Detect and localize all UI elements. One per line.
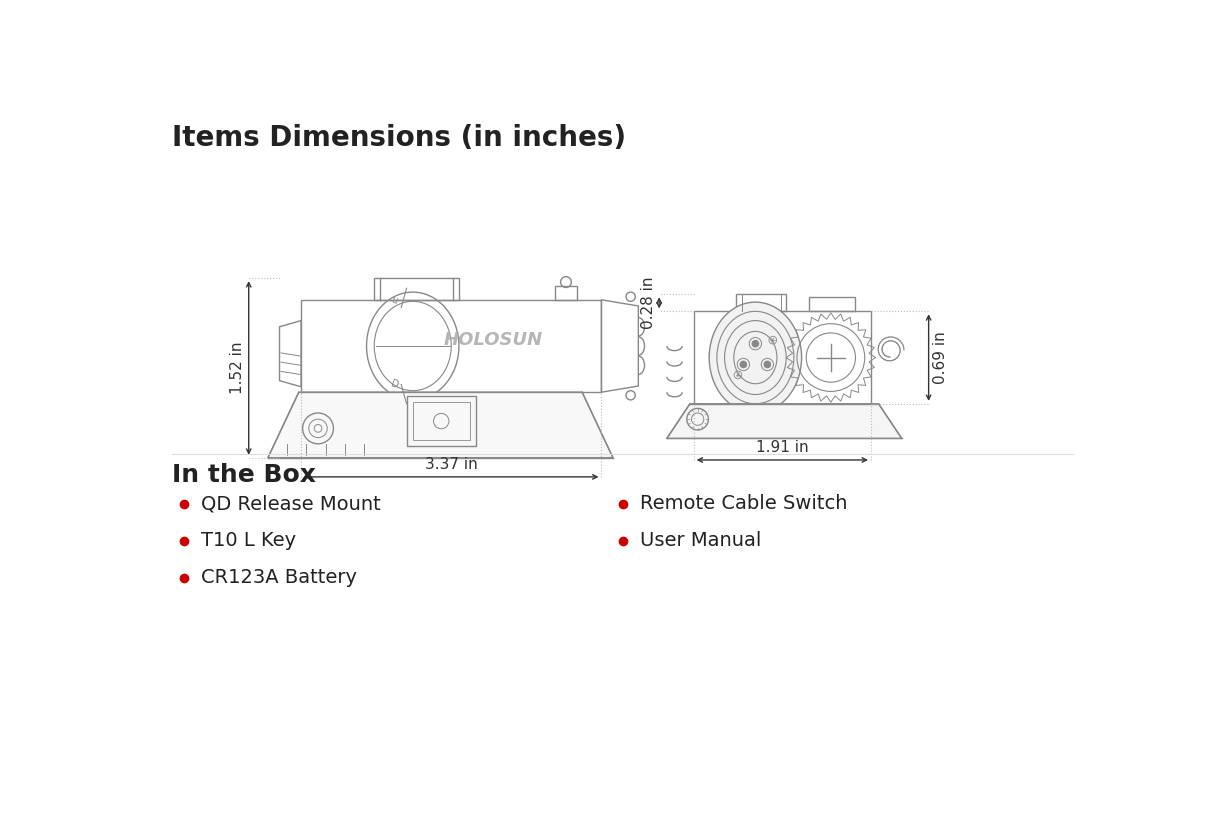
- Bar: [736, 295, 787, 311]
- Bar: [374, 278, 459, 300]
- Text: 1.91 in: 1.91 in: [756, 441, 809, 456]
- Circle shape: [739, 360, 748, 369]
- Text: 0.69 in: 0.69 in: [934, 331, 948, 384]
- Polygon shape: [268, 393, 613, 457]
- Text: Remote Cable Switch: Remote Cable Switch: [640, 495, 847, 513]
- Bar: [407, 396, 476, 446]
- Ellipse shape: [709, 302, 801, 413]
- Bar: [693, 311, 870, 403]
- Circle shape: [751, 339, 759, 348]
- Text: 3.37 in: 3.37 in: [425, 457, 477, 472]
- Polygon shape: [666, 403, 902, 438]
- Bar: [301, 300, 601, 393]
- Text: CR123A Battery: CR123A Battery: [202, 569, 357, 588]
- Bar: [413, 403, 470, 440]
- Text: Items Dimensions (in inches): Items Dimensions (in inches): [171, 124, 626, 152]
- Text: D: D: [390, 378, 401, 390]
- Text: In the Box: In the Box: [171, 463, 316, 487]
- Bar: [810, 297, 856, 311]
- Bar: [555, 286, 577, 300]
- Text: QD Release Mount: QD Release Mount: [202, 495, 381, 513]
- Text: 0.28 in: 0.28 in: [641, 276, 656, 330]
- Text: 1.52 in: 1.52 in: [231, 342, 245, 394]
- Text: User Manual: User Manual: [640, 531, 761, 550]
- Text: HOLOSUN: HOLOSUN: [444, 331, 543, 349]
- Text: T10 L Key: T10 L Key: [202, 531, 296, 550]
- Circle shape: [764, 360, 771, 369]
- Text: u: u: [390, 294, 399, 305]
